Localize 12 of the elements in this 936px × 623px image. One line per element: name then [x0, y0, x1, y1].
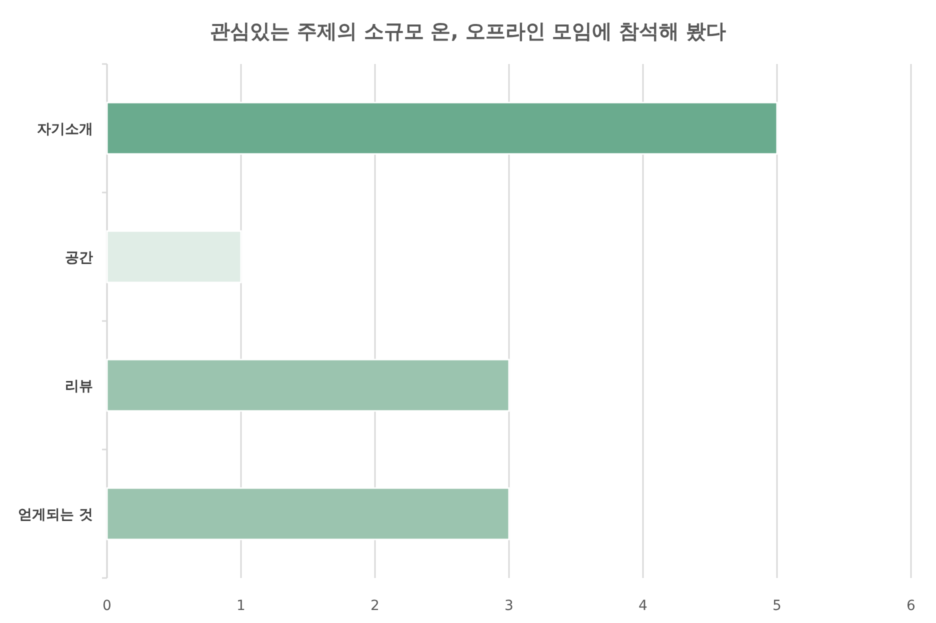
y-tick-label: 자기소개	[37, 121, 93, 138]
y-tick-label: 공간	[65, 250, 93, 266]
x-tick-label: 0	[102, 598, 112, 614]
x-tick-label: 4	[638, 598, 648, 614]
x-tick-label: 1	[236, 598, 246, 614]
x-tick-label: 5	[772, 598, 782, 614]
x-tick-label: 6	[906, 598, 916, 614]
y-tick-label: 얻게되는 것	[18, 506, 93, 523]
x-tick-label: 3	[504, 598, 514, 614]
x-tick-label: 2	[370, 598, 380, 614]
chart-title: 관심있는 주제의 소규모 온, 오프라인 모임에 참석해 봤다	[210, 19, 726, 43]
y-tick-label: 리뷰	[65, 378, 93, 394]
